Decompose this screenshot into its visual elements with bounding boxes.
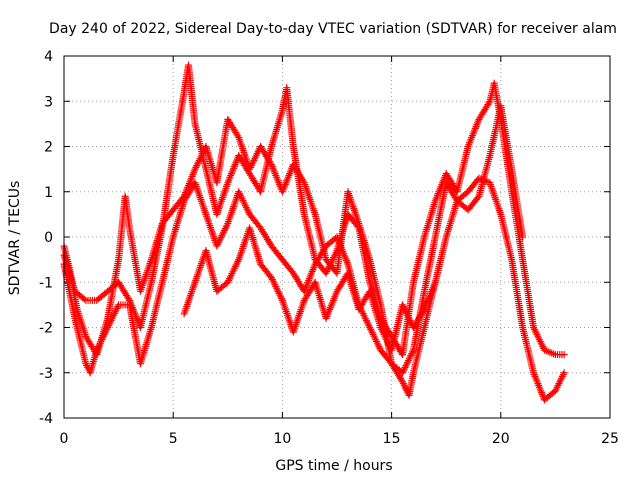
data-point <box>519 233 527 241</box>
x-axis-label: GPS time / hours <box>275 458 392 474</box>
data-point <box>560 351 568 359</box>
data-point <box>266 159 274 167</box>
y-tick-label: 4 <box>44 49 53 65</box>
series-track-d <box>180 224 439 354</box>
x-tick-label: 10 <box>273 431 291 447</box>
data-point <box>80 295 88 303</box>
y-axis-label: SDTVAR / TECUs <box>7 181 23 296</box>
series-track-b <box>60 174 568 404</box>
data-point <box>399 378 407 386</box>
series-track-a <box>60 61 568 359</box>
x-tick-label: 25 <box>601 431 619 447</box>
data-series <box>60 61 568 404</box>
data-point <box>299 177 307 185</box>
chart-title: Day 240 of 2022, Sidereal Day-to-day VTE… <box>49 21 617 37</box>
data-point <box>234 132 242 140</box>
data-point <box>402 385 410 393</box>
x-tick-label: 15 <box>383 431 401 447</box>
y-tick-label: -4 <box>39 411 53 427</box>
data-point <box>399 379 407 387</box>
data-point <box>419 307 427 315</box>
data-point <box>400 381 408 389</box>
y-tick-label: -3 <box>39 366 53 382</box>
data-point <box>560 369 568 377</box>
y-tick-label: -1 <box>39 275 53 291</box>
plot-frame <box>63 55 611 419</box>
y-tick-label: 3 <box>44 94 53 110</box>
y-tick-labels: -4 -3 -2 -1 0 1 2 3 4 <box>39 49 53 427</box>
data-point <box>431 278 439 286</box>
data-point <box>401 383 409 391</box>
data-point <box>474 194 482 202</box>
x-tick-label: 5 <box>169 431 178 447</box>
data-point <box>485 99 493 107</box>
data-point <box>125 295 133 303</box>
y-tick-label: 2 <box>44 140 53 156</box>
x-tick-labels: 0 5 10 15 20 25 <box>60 431 619 447</box>
x-tick-label: 0 <box>60 431 69 447</box>
y-tick-label: 1 <box>44 185 53 201</box>
y-tick-label: 0 <box>44 230 53 246</box>
y-tick-label: -2 <box>39 321 53 337</box>
x-tick-label: 20 <box>492 431 510 447</box>
series-track-c <box>60 102 527 377</box>
